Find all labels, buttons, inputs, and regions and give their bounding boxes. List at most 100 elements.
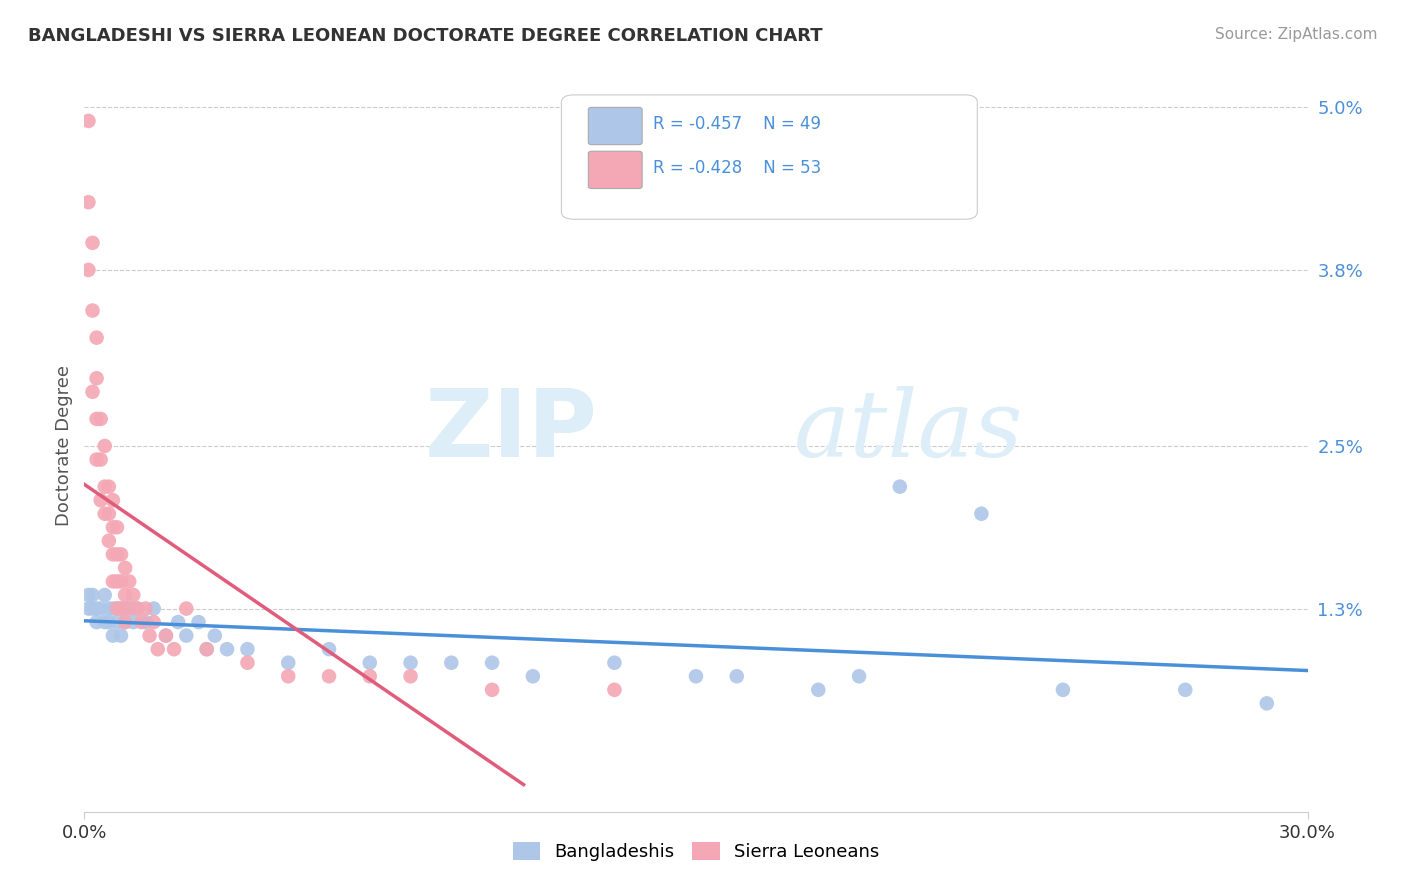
Point bbox=[174, 629, 197, 643]
Point bbox=[86, 331, 108, 345]
Point bbox=[1052, 682, 1074, 697]
Point bbox=[138, 629, 160, 643]
Point bbox=[82, 601, 104, 615]
Point bbox=[105, 547, 128, 561]
Point bbox=[163, 642, 186, 657]
Point bbox=[114, 588, 136, 602]
FancyBboxPatch shape bbox=[561, 95, 977, 219]
Point bbox=[105, 601, 128, 615]
Point bbox=[114, 615, 136, 629]
Point bbox=[318, 669, 340, 683]
Point bbox=[97, 615, 120, 629]
Point bbox=[77, 601, 100, 615]
Point bbox=[114, 615, 136, 629]
Point bbox=[82, 303, 104, 318]
Point bbox=[114, 601, 136, 615]
Point bbox=[101, 629, 124, 643]
Point bbox=[101, 574, 124, 589]
Point bbox=[522, 669, 544, 683]
Point bbox=[86, 371, 108, 385]
Point bbox=[101, 601, 124, 615]
Point bbox=[105, 520, 128, 534]
Point bbox=[167, 615, 190, 629]
Point bbox=[318, 642, 340, 657]
Point bbox=[101, 520, 124, 534]
Point bbox=[204, 629, 226, 643]
Point bbox=[131, 615, 153, 629]
Point bbox=[1174, 682, 1197, 697]
Point bbox=[135, 601, 157, 615]
Text: R = -0.428    N = 53: R = -0.428 N = 53 bbox=[654, 159, 821, 177]
Point bbox=[195, 642, 218, 657]
Point bbox=[155, 629, 177, 643]
Point bbox=[118, 574, 141, 589]
Point bbox=[86, 412, 108, 426]
Point bbox=[77, 588, 100, 602]
Point bbox=[142, 601, 165, 615]
Point bbox=[399, 656, 422, 670]
Point bbox=[146, 642, 169, 657]
FancyBboxPatch shape bbox=[588, 107, 643, 145]
Point bbox=[110, 601, 132, 615]
Point bbox=[90, 601, 112, 615]
Point bbox=[110, 601, 132, 615]
Point bbox=[217, 642, 239, 657]
Point bbox=[1256, 697, 1278, 711]
Point bbox=[174, 601, 197, 615]
Point bbox=[118, 601, 141, 615]
Point bbox=[93, 507, 115, 521]
Point bbox=[118, 601, 141, 615]
FancyBboxPatch shape bbox=[588, 152, 643, 188]
Point bbox=[93, 480, 115, 494]
Point bbox=[481, 656, 503, 670]
Point bbox=[187, 615, 209, 629]
Point bbox=[195, 642, 218, 657]
Point bbox=[90, 412, 112, 426]
Text: BANGLADESHI VS SIERRA LEONEAN DOCTORATE DEGREE CORRELATION CHART: BANGLADESHI VS SIERRA LEONEAN DOCTORATE … bbox=[28, 27, 823, 45]
Point bbox=[142, 615, 165, 629]
Point bbox=[97, 480, 120, 494]
Point bbox=[110, 547, 132, 561]
Point bbox=[603, 682, 626, 697]
Point bbox=[399, 669, 422, 683]
Point bbox=[277, 669, 299, 683]
Point bbox=[105, 574, 128, 589]
Point bbox=[440, 656, 463, 670]
Point bbox=[127, 601, 149, 615]
Point bbox=[77, 114, 100, 128]
Point bbox=[685, 669, 707, 683]
Point bbox=[82, 384, 104, 399]
Point bbox=[101, 493, 124, 508]
Y-axis label: Doctorate Degree: Doctorate Degree bbox=[55, 366, 73, 526]
Point bbox=[90, 452, 112, 467]
Text: atlas: atlas bbox=[794, 386, 1024, 476]
Point bbox=[82, 588, 104, 602]
Point bbox=[86, 615, 108, 629]
Point bbox=[359, 669, 381, 683]
Point bbox=[155, 629, 177, 643]
Point bbox=[105, 615, 128, 629]
Point bbox=[110, 629, 132, 643]
Point bbox=[725, 669, 748, 683]
Point bbox=[77, 195, 100, 210]
Point bbox=[110, 574, 132, 589]
Point bbox=[97, 533, 120, 548]
Point bbox=[277, 656, 299, 670]
Text: R = -0.457    N = 49: R = -0.457 N = 49 bbox=[654, 115, 821, 133]
Point bbox=[481, 682, 503, 697]
Point bbox=[114, 561, 136, 575]
Point bbox=[848, 669, 870, 683]
Point bbox=[970, 507, 993, 521]
Point bbox=[101, 547, 124, 561]
Point bbox=[135, 615, 157, 629]
Point bbox=[86, 601, 108, 615]
Point bbox=[359, 656, 381, 670]
Point bbox=[97, 507, 120, 521]
Point bbox=[807, 682, 830, 697]
Legend: Bangladeshis, Sierra Leoneans: Bangladeshis, Sierra Leoneans bbox=[506, 835, 886, 869]
Text: Source: ZipAtlas.com: Source: ZipAtlas.com bbox=[1215, 27, 1378, 42]
Point bbox=[93, 615, 115, 629]
Point bbox=[97, 601, 120, 615]
Point bbox=[122, 588, 145, 602]
Point bbox=[889, 480, 911, 494]
